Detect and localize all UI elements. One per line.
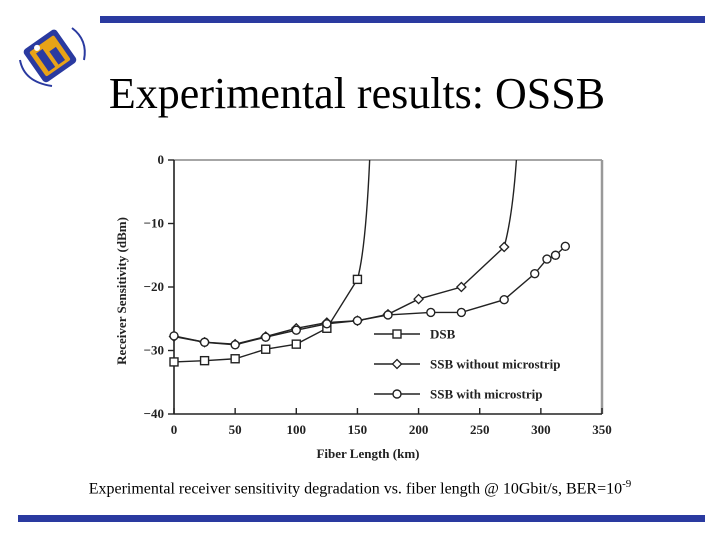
- x-tick-label: 300: [531, 422, 551, 437]
- data-point-dsb: [291, 339, 301, 349]
- x-tick-label: 0: [171, 422, 178, 437]
- x-tick-label: 50: [229, 422, 242, 437]
- y-tick-label: 0: [158, 152, 165, 167]
- y-tick-label: −10: [144, 216, 164, 231]
- series-line-ssb-with-microstrip: [173, 245, 566, 346]
- data-point-dsb: [230, 354, 240, 364]
- legend-marker-dsb: [392, 329, 402, 339]
- x-tick-label: 200: [409, 422, 429, 437]
- data-point-ssb-with-microstrip: [383, 310, 393, 320]
- data-point-ssb-with-microstrip: [352, 315, 363, 326]
- data-point-ssb-with-microstrip: [550, 250, 561, 260]
- caption-text: Experimental receiver sensitivity degrad…: [88, 480, 623, 498]
- data-point-ssb-with-microstrip: [291, 325, 301, 335]
- top-accent-bar: [100, 16, 705, 23]
- data-point-ssb-with-microstrip: [456, 307, 467, 318]
- slide-title: Experimental results: OSSB: [108, 69, 606, 118]
- y-axis-label: Receiver Sensitivity (dBm): [114, 217, 129, 365]
- data-point-ssb-with-microstrip: [261, 332, 271, 342]
- legend-label-dsb: DSB: [430, 327, 456, 342]
- legend-marker-ssb-without-microstrip: [391, 358, 403, 370]
- series-asymptote-ssb-without-microstrip: [503, 159, 518, 248]
- data-point-ssb-without-microstrip: [498, 241, 510, 253]
- data-point-dsb: [199, 355, 210, 366]
- y-tick-label: −40: [144, 406, 164, 421]
- series-asymptote-dsb: [356, 159, 371, 280]
- caption-exponent: -9: [622, 478, 632, 490]
- y-tick-label: −20: [144, 279, 164, 294]
- data-point-ssb-with-microstrip: [322, 319, 332, 329]
- data-point-dsb: [352, 274, 363, 285]
- bottom-accent-bar: [18, 515, 705, 522]
- data-point-ssb-with-microstrip: [542, 254, 552, 264]
- x-axis-label: Fiber Length (km): [316, 446, 419, 461]
- x-tick-label: 150: [348, 422, 368, 437]
- x-tick-label: 100: [287, 422, 307, 437]
- data-point-ssb-with-microstrip: [426, 307, 436, 318]
- legend-label-ssb-with-microstrip: SSB with microstrip: [430, 387, 542, 402]
- sensitivity-chart: 0 50 100 150 200 250 300 350 0 −10 −20 −30 −40 Fiber …: [114, 152, 612, 461]
- data-point-ssb-with-microstrip: [230, 340, 240, 350]
- data-point-ssb-without-microstrip: [455, 281, 467, 293]
- x-tick-label: 250: [470, 422, 490, 437]
- x-tick-label: 350: [592, 422, 612, 437]
- data-point-ssb-with-microstrip: [199, 337, 210, 347]
- data-point-dsb: [169, 357, 179, 367]
- data-point-dsb: [261, 344, 271, 354]
- legend-marker-ssb-with-microstrip: [392, 389, 402, 399]
- data-point-ssb-with-microstrip: [530, 268, 540, 279]
- data-point-ssb-with-microstrip: [169, 331, 179, 341]
- legend-label-ssb-without-microstrip: SSB without microstrip: [430, 357, 561, 372]
- figure-caption: Experimental receiver sensitivity degrad…: [0, 478, 720, 498]
- university-logo-icon: [19, 27, 86, 87]
- data-point-ssb-with-microstrip: [499, 294, 509, 305]
- data-point-ssb-without-microstrip: [413, 293, 424, 305]
- y-tick-label: −30: [144, 343, 164, 358]
- data-point-ssb-with-microstrip: [560, 241, 571, 252]
